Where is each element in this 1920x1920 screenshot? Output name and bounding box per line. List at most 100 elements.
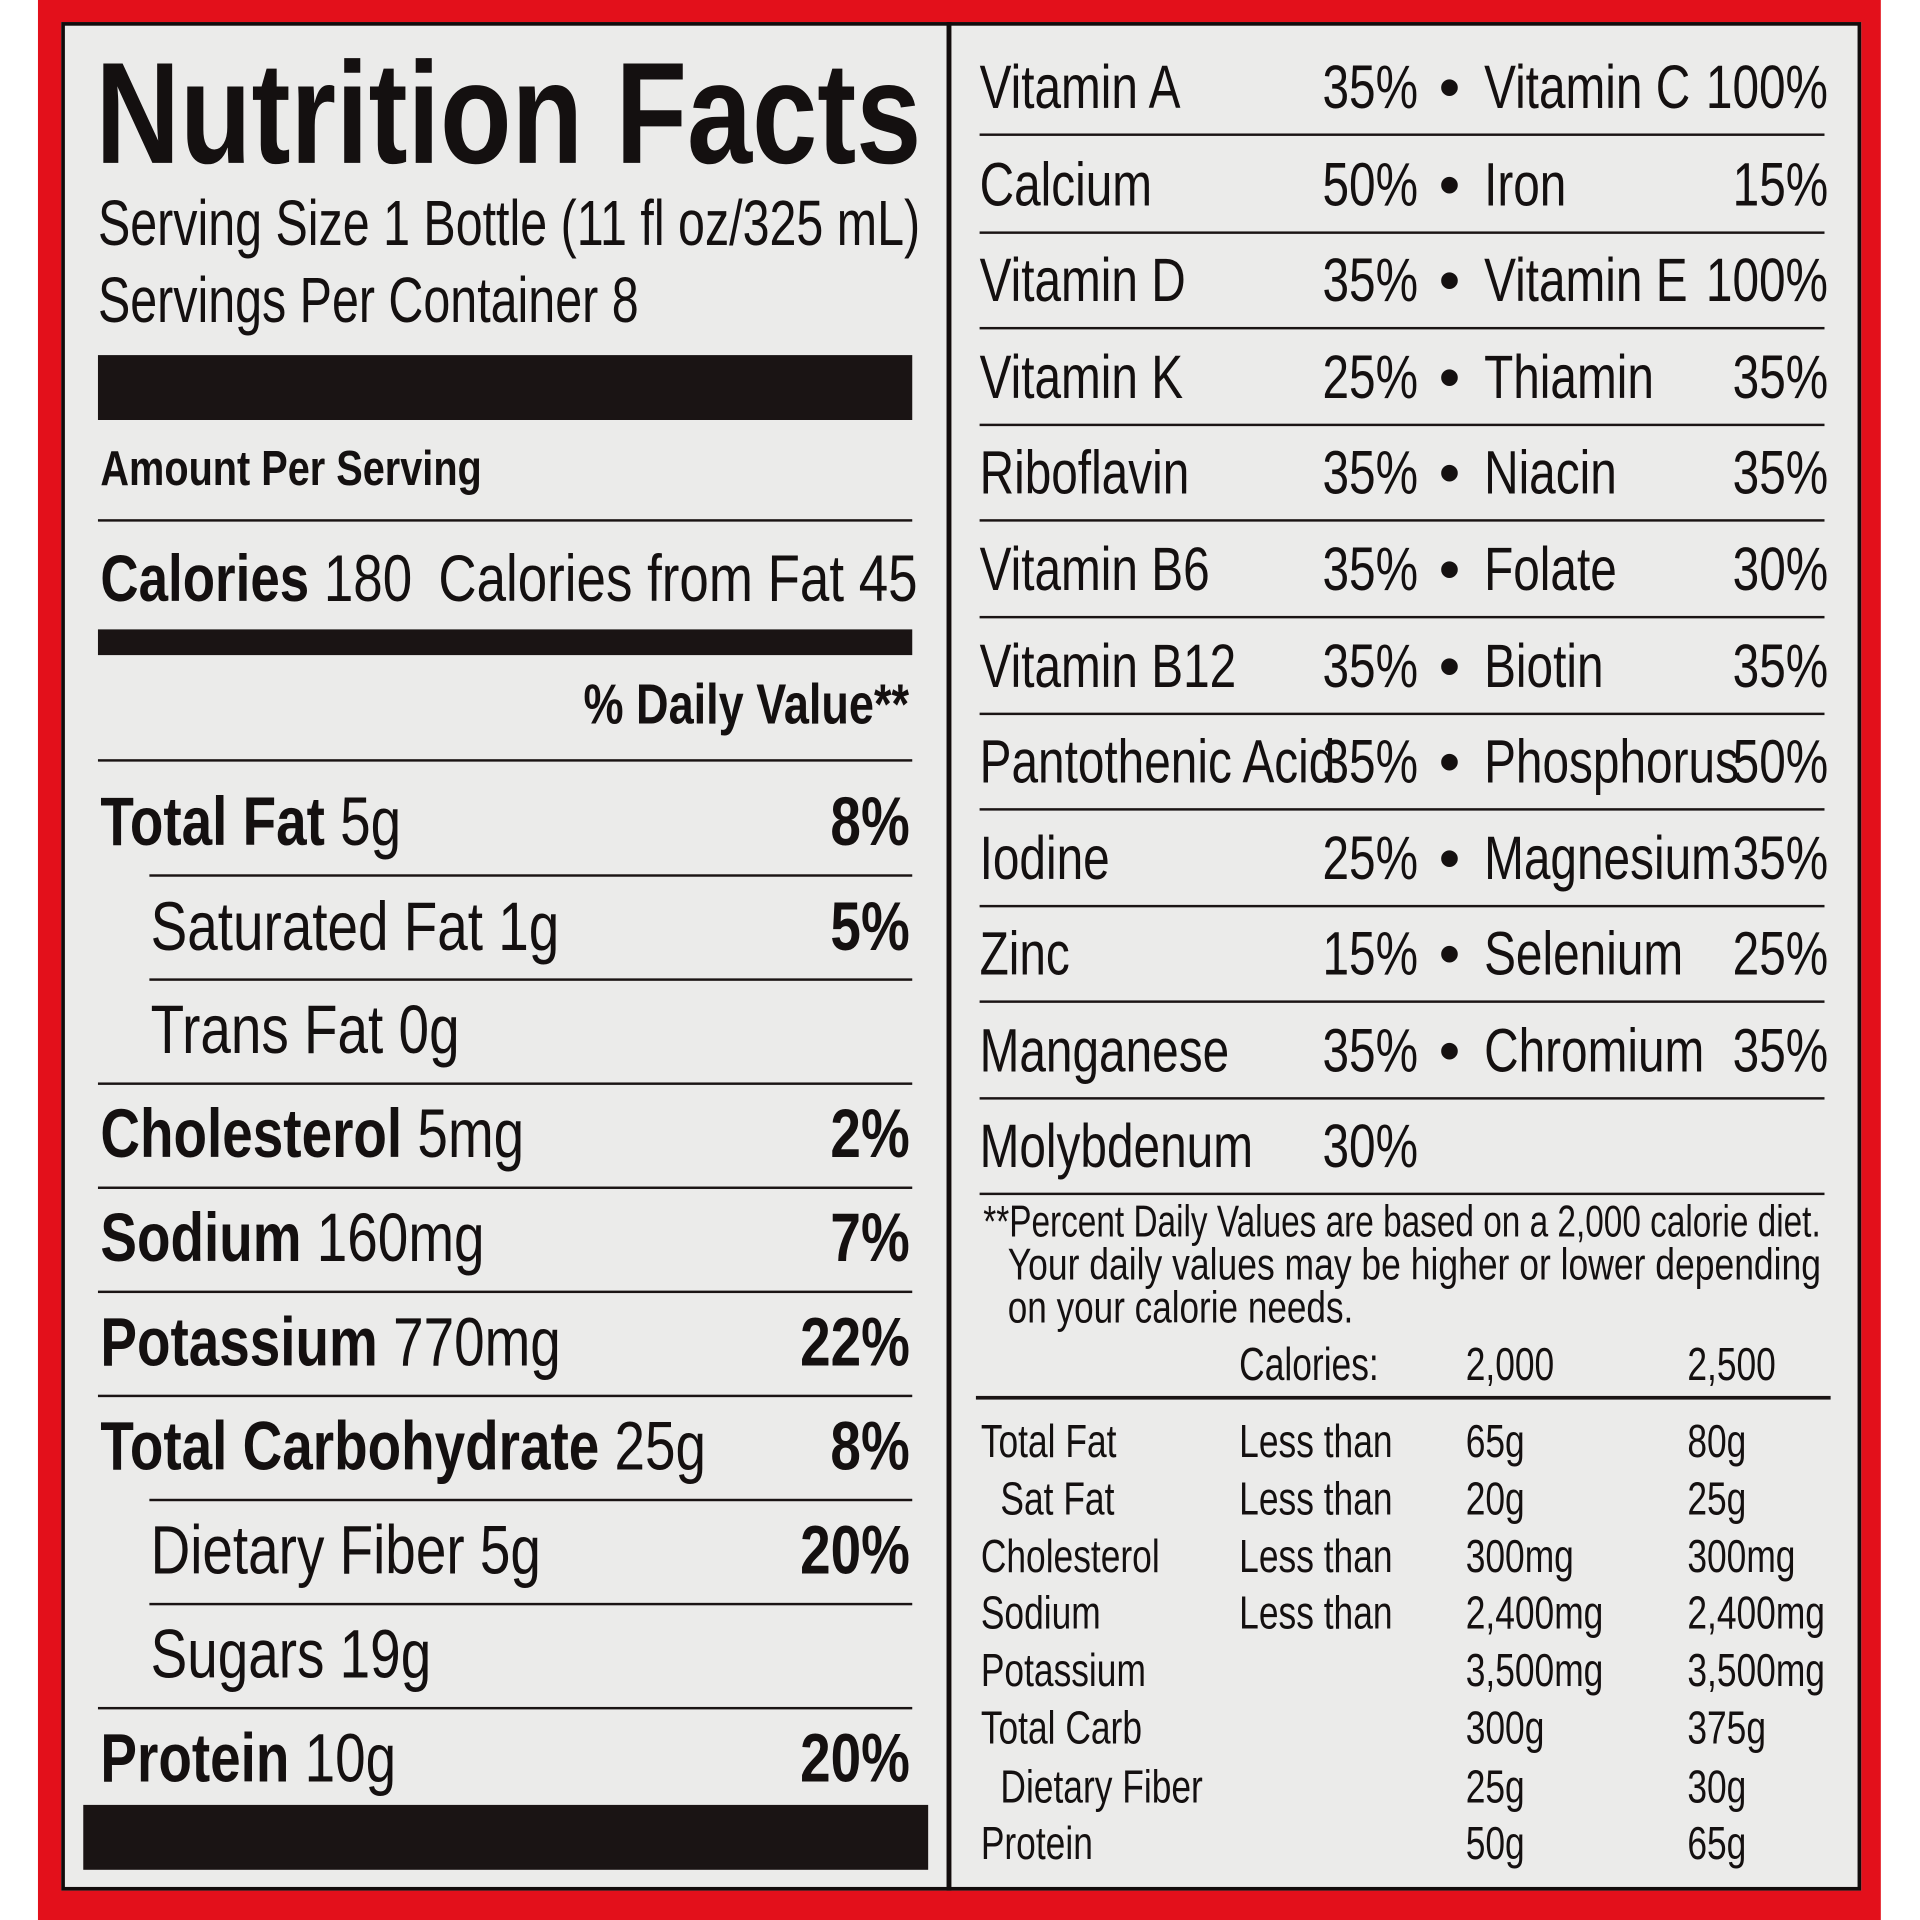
vitamin-percent: 35%	[1322, 1015, 1418, 1085]
reference-value-2000: 300mg	[1465, 1532, 1574, 1584]
nutrient-amount: 770mg	[393, 1302, 561, 1380]
reference-header: Calories:	[1239, 1340, 1379, 1392]
nutrient-daily-value: 5%	[830, 887, 910, 965]
reference-nutrient: Potassium	[980, 1646, 1146, 1698]
bullet-separator: •	[1438, 150, 1461, 219]
nutrient-amount: 180	[323, 541, 413, 616]
vitamin-name: Vitamin K	[979, 342, 1184, 411]
nutrient-row: Trans Fat 0g	[151, 994, 460, 1064]
space	[289, 1719, 304, 1796]
daily-value-header: % Daily Value**	[582, 672, 909, 737]
vitamin-percent: 35%	[1322, 437, 1418, 507]
bullet-separator: •	[1438, 534, 1461, 604]
vitamin-name: Iron	[1484, 150, 1567, 219]
nutrient-amount: 5mg	[417, 1094, 525, 1172]
nutrient-row: Sodium 160mg	[100, 1203, 484, 1272]
nutrition-facts-panel	[61, 22, 1862, 1891]
vitamin-percent: 35%	[1732, 1015, 1829, 1085]
vitamin-name: Vitamin B12	[979, 631, 1237, 700]
nutrient-daily-value: 22%	[799, 1302, 910, 1380]
vitamin-name: Phosphorus	[1484, 726, 1739, 796]
reference-value-2000: 2,400mg	[1465, 1588, 1604, 1641]
reference-value-2000: 3,500mg	[1465, 1646, 1604, 1698]
vitamin-name: Vitamin D	[979, 245, 1186, 315]
rule	[979, 1000, 1825, 1003]
vitamin-name: Vitamin A	[979, 52, 1181, 121]
footnote-line: on your calorie needs.	[1007, 1282, 1354, 1333]
thick-bar-mid	[97, 629, 913, 656]
footnote-line: **Percent Daily Values are based on a 2,…	[983, 1196, 1821, 1247]
reference-header: 2,000	[1465, 1340, 1555, 1392]
label-title: Nutrition Facts	[95, 33, 922, 195]
reference-nutrient: Total Fat	[980, 1417, 1117, 1469]
bullet-separator: •	[1438, 342, 1461, 411]
vitamin-name: Magnesium	[1484, 823, 1731, 893]
vitamin-name: Riboflavin	[979, 437, 1190, 507]
space	[302, 1198, 317, 1275]
reference-qualifier: Less than	[1239, 1474, 1393, 1527]
vitamin-name: Folate	[1484, 534, 1617, 604]
bullet-separator: •	[1438, 726, 1461, 796]
bullet-separator: •	[1438, 1015, 1461, 1085]
rule	[979, 1097, 1825, 1100]
vitamin-percent: 35%	[1732, 631, 1829, 700]
vitamin-name: Zinc	[979, 918, 1070, 988]
reference-value-2500: 2,400mg	[1687, 1588, 1825, 1641]
nutrient-amount: 5g	[479, 1510, 541, 1588]
vitamin-name: Niacin	[1484, 437, 1617, 507]
space	[402, 1094, 417, 1171]
nutrient-amount: 19g	[339, 1614, 432, 1692]
bullet-separator: •	[1438, 52, 1461, 121]
vitamin-name: Thiamin	[1484, 342, 1654, 411]
nutrient-name: Protein	[100, 1718, 290, 1796]
vitamin-name: Chromium	[1484, 1015, 1705, 1085]
vitamin-percent: 35%	[1322, 245, 1418, 315]
rule	[149, 874, 913, 877]
rule	[979, 519, 1825, 522]
reference-value-2500: 65g	[1687, 1818, 1747, 1871]
rule	[97, 519, 913, 522]
rule-thick	[975, 1395, 1831, 1400]
nutrient-name: Trans Fat	[150, 990, 384, 1068]
vitamin-name: Molybdenum	[979, 1111, 1254, 1180]
bullet-separator: •	[1438, 631, 1461, 700]
nutrient-row: Protein 10g	[100, 1723, 396, 1793]
reference-value-2000: 65g	[1465, 1417, 1525, 1469]
nutrient-daily-value: 20%	[799, 1718, 910, 1796]
vitamin-percent: 100%	[1706, 52, 1829, 121]
vitamin-name: Iodine	[979, 823, 1110, 893]
rule	[979, 423, 1825, 427]
nutrient-amount: 25g	[614, 1406, 707, 1484]
nutrient-daily-value: 20%	[799, 1510, 910, 1588]
nutrient-name: Dietary Fiber	[150, 1510, 465, 1588]
reference-qualifier: Less than	[1239, 1532, 1393, 1584]
reference-value-2500: 80g	[1687, 1417, 1747, 1469]
bullet-separator: •	[1438, 918, 1461, 988]
reference-nutrient: Protein	[980, 1818, 1093, 1871]
rule	[979, 615, 1825, 619]
reference-value-2500: 300mg	[1687, 1532, 1796, 1584]
bullet-separator: •	[1438, 437, 1461, 507]
vitamin-percent: 30%	[1732, 534, 1829, 604]
bullet-separator: •	[1438, 245, 1461, 315]
rule	[979, 808, 1825, 811]
space	[599, 1406, 614, 1483]
nutrient-amount: 0g	[398, 990, 460, 1068]
reference-qualifier: Less than	[1239, 1417, 1393, 1469]
vitamin-percent: 35%	[1732, 437, 1829, 507]
vitamin-percent: 50%	[1732, 726, 1829, 796]
vitamin-name: Biotin	[1484, 631, 1604, 700]
vitamin-percent: 25%	[1322, 823, 1418, 893]
rule	[149, 1498, 913, 1502]
nutrient-name: Cholesterol	[100, 1094, 403, 1172]
nutrient-name: Saturated Fat	[150, 887, 484, 965]
vitamin-percent: 35%	[1322, 534, 1418, 604]
footnote-line: Your daily values may be higher or lower…	[1007, 1239, 1822, 1290]
space	[465, 1510, 480, 1587]
space	[483, 887, 498, 964]
amount-per-serving: Amount Per Serving	[100, 442, 482, 497]
vitamin-name: Pantothenic Acid	[979, 726, 1336, 796]
vitamin-percent: 25%	[1732, 918, 1829, 988]
nutrient-row: Saturated Fat 1g	[151, 891, 560, 961]
vitamin-name: Vitamin E	[1484, 245, 1688, 315]
